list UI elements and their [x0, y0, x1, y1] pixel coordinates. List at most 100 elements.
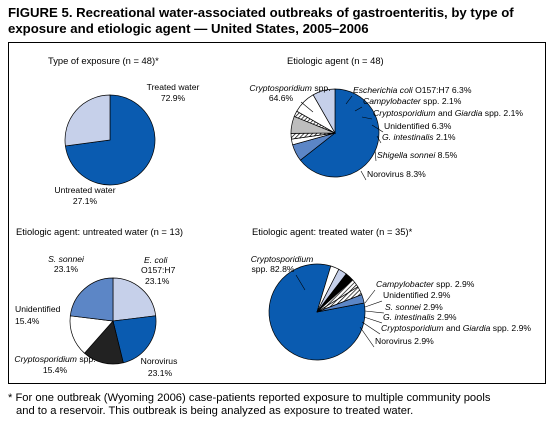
figure-title: FIGURE 5. Recreational water-associated … — [8, 5, 553, 37]
slice-percent-label: 23.1% — [54, 264, 79, 274]
slice-label-campylobacter-spp-part: Campylobacter — [376, 279, 435, 289]
leader-line — [361, 116, 373, 120]
slice-label-cryptosporidium-and-giardia-spp: Cryptosporidium and Giardia spp. 2.1% — [373, 108, 523, 118]
slice-label-cryptosporidium-and-giardia-spp-part: Cryptosporidium — [373, 108, 436, 118]
slice-label-s-sonnei: S. sonnei 2.9% — [385, 302, 443, 312]
slice-label-shigella-sonnei: Shigella sonnei 8.5% — [377, 150, 458, 160]
pie-slice-cryptosporidium-spp — [299, 88, 380, 178]
slice-label-cryptosporidium-and-giardia-spp-part: spp. 2.1% — [482, 108, 523, 118]
slice-label-s-sonnei-part: S. sonnei — [48, 254, 85, 264]
slice-label-campylobacter-spp-part: spp. 2.9% — [434, 279, 475, 289]
figure-title-line-2: exposure and etiologic agent — United St… — [8, 21, 369, 36]
slice-label-e-coli-part: E. coli — [144, 255, 168, 265]
slice-label-escherichia-coli-o157-h7: Escherichia coli O157:H7 6.3% — [353, 85, 472, 95]
leader-line — [376, 135, 382, 144]
leader-line — [364, 289, 376, 304]
slice-percent-label: 64.6% — [269, 93, 294, 103]
slice-label-escherichia-coli-o157-h7-part: Escherichia coli — [353, 85, 414, 95]
slice-label-escherichia-coli-o157-h7-part: O157:H7 6.3% — [413, 85, 472, 95]
pie-chart-title: Type of exposure (n = 48)* — [48, 55, 159, 66]
slice-label-treated-water-part: Treated water — [147, 82, 200, 92]
slice-label-cryptosporidium-spp-part: Cryptosporidium — [249, 83, 312, 93]
leader-line — [371, 124, 384, 133]
slice-label-s-sonnei: S. sonnei — [48, 254, 85, 264]
leader-line — [345, 95, 353, 105]
pie-chart-title: Etiologic agent (n = 48) — [287, 55, 384, 66]
slice-label-treated-water: Treated water — [147, 82, 200, 92]
slice-label-unidentified-part: Unidentified 6.3% — [384, 121, 452, 131]
leader-line — [354, 106, 363, 112]
slice-label-g-intestinalis: G. intestinalis 2.9% — [383, 312, 457, 322]
slice-label-norovirus-part: Norovirus 2.9% — [375, 336, 434, 346]
slice-label-campylobacter-spp: Campylobacter spp. 2.9% — [376, 279, 475, 289]
slice-percent-label: 15.4% — [15, 316, 40, 326]
slice-label-line2: spp. 82.8% — [252, 264, 295, 274]
slice-label-campylobacter-spp: Campylobacter spp. 2.1% — [363, 96, 462, 106]
slice-percent-label: 23.1% — [148, 368, 173, 378]
slice-label-cryptosporidium-and-giardia-spp-part: Giardia — [455, 108, 483, 118]
leader-line — [363, 316, 383, 324]
footnote-line-2: and to a reservoir. This outbreak is bei… — [16, 405, 414, 417]
slice-label-g-intestinalis-part: 2.9% — [435, 312, 457, 322]
slice-label-campylobacter-spp-part: Campylobacter — [363, 96, 422, 106]
leader-line — [359, 326, 375, 348]
pie-chart-title: Etiologic agent: untreated water (n = 13… — [16, 226, 183, 237]
slice-label-shigella-sonnei-part: 8.5% — [435, 150, 457, 160]
slice-label-campylobacter-spp-part: spp. 2.1% — [421, 96, 462, 106]
slice-label-cryptosporidium-spp: Cryptosporidium spp. — [249, 83, 330, 93]
pie-slice-s-sonnei — [69, 277, 114, 322]
slice-label-cryptosporidium: Cryptosporidium — [251, 254, 314, 264]
pie-slice-untreated-water — [64, 94, 111, 147]
pie-slice-e-coli — [112, 277, 157, 322]
slice-label-cryptosporidium-and-giardia-spp-part: and — [436, 108, 455, 118]
slice-label-shigella-sonnei-part: Shigella sonnei — [377, 150, 436, 160]
slice-percent-label: 15.4% — [43, 365, 68, 375]
slice-label-norovirus: Norovirus — [141, 356, 178, 366]
leader-line — [374, 149, 377, 162]
pie-chart-3: Etiologic agent: untreated water (n = 13… — [14, 226, 183, 378]
pie-chart-title: Etiologic agent: treated water (n = 35)* — [252, 226, 413, 237]
slice-label-g-intestinalis-part: G. intestinalis — [382, 132, 434, 142]
slice-label-cryptosporidium-and-giardia-spp-part: spp. 2.9% — [490, 323, 531, 333]
pie-chart-4: Etiologic agent: treated water (n = 35)*… — [251, 226, 531, 361]
leader-line — [295, 274, 306, 291]
slice-label-cryptosporidium-spp: Cryptosporidium spp. — [14, 354, 95, 364]
slice-label-norovirus-part: Norovirus 8.3% — [367, 169, 426, 179]
slice-label-cryptosporidium-and-giardia-spp-part: Cryptosporidium — [381, 323, 444, 333]
slice-label-g-intestinalis: G. intestinalis 2.1% — [382, 132, 456, 142]
slice-label-unidentified-part: Unidentified — [15, 304, 61, 314]
slice-label-g-intestinalis-part: G. intestinalis — [383, 312, 435, 322]
pie-chart-2: Etiologic agent (n = 48) Cryptosporidium … — [249, 55, 523, 181]
pie-slice-norovirus — [312, 88, 336, 135]
slice-label-unidentified: Unidentified — [15, 304, 61, 314]
slice-label-line2: O157:H7 — [141, 265, 176, 275]
slice-percent-label: 23.1% — [145, 276, 170, 286]
slice-label-untreated-water-part: Untreated water — [54, 185, 115, 195]
slice-label-norovirus-part: Norovirus — [141, 356, 178, 366]
slice-label-unidentified: Unidentified 6.3% — [384, 121, 452, 131]
slice-label-norovirus: Norovirus 2.9% — [375, 336, 434, 346]
footnote: * For one outbreak (Wyoming 2006) case-p… — [8, 392, 553, 418]
pie-chart-1: Type of exposure (n = 48)* Treated water7… — [48, 55, 199, 206]
leader-line — [361, 321, 381, 335]
slice-label-g-intestinalis-part: 2.1% — [434, 132, 456, 142]
slice-label-untreated-water: Untreated water — [54, 185, 115, 195]
figure-frame — [8, 42, 546, 384]
slice-percent-label: 27.1% — [73, 196, 98, 206]
slice-label-cryptosporidium-and-giardia-spp-part: and — [444, 323, 463, 333]
slice-label-e-coli: E. coli — [144, 255, 168, 265]
slice-label-cryptosporidium-spp-part: Cryptosporidium — [14, 354, 77, 364]
slice-label-cryptosporidium-spp-part: spp. — [77, 354, 96, 364]
slice-label-unidentified: Unidentified 2.9% — [383, 290, 451, 300]
slice-label-cryptosporidium-and-giardia-spp: Cryptosporidium and Giardia spp. 2.9% — [381, 323, 531, 333]
slice-label-s-sonnei-part: S. sonnei — [385, 302, 422, 312]
slice-percent-label: 72.9% — [161, 93, 186, 103]
slice-label-unidentified-part: Unidentified 2.9% — [383, 290, 451, 300]
slice-label-cryptosporidium-spp-part: spp. — [312, 83, 331, 93]
leader-line — [360, 170, 367, 181]
slice-label-s-sonnei-part: 2.9% — [421, 302, 443, 312]
leader-line — [364, 310, 385, 314]
slice-label-cryptosporidium-and-giardia-spp-part: Giardia — [463, 323, 491, 333]
slice-label-norovirus: Norovirus 8.3% — [367, 169, 426, 179]
